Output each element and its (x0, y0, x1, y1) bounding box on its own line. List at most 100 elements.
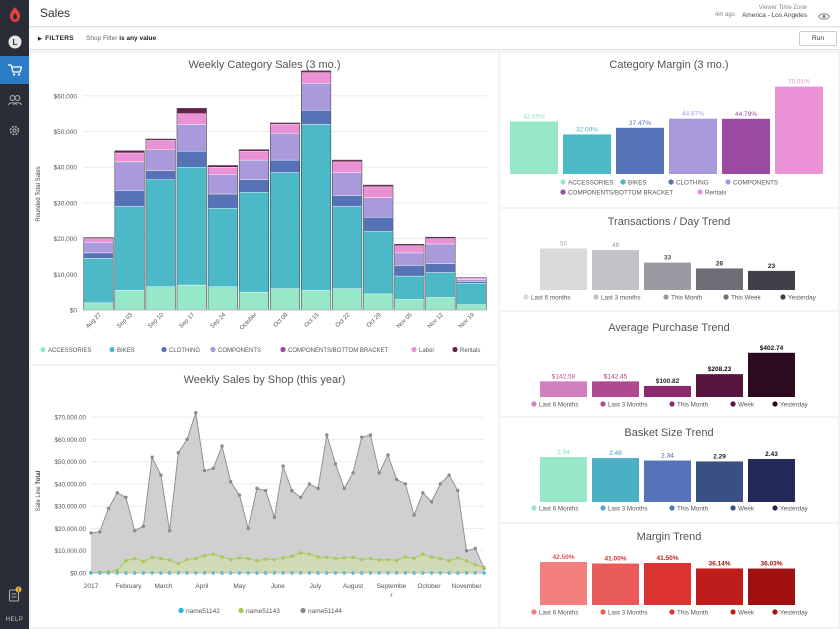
legend-swatch (523, 294, 529, 300)
customers-icon[interactable] (0, 86, 29, 114)
bar-segment (456, 283, 487, 305)
data-point (150, 455, 154, 459)
bar (696, 461, 743, 502)
data-point (202, 468, 207, 473)
x-tick-label: 2017 (84, 583, 99, 590)
legend-label: ACCESSORIES (48, 348, 91, 354)
logo-icon[interactable] (0, 0, 29, 28)
data-point (115, 568, 119, 573)
legend-swatch (178, 607, 184, 614)
cart-icon[interactable] (0, 56, 29, 84)
data-label: 50 (560, 240, 568, 247)
bar-segment (332, 288, 363, 311)
x-tick-label: Sep 10 (147, 312, 165, 330)
data-point (421, 552, 425, 556)
margin-trend-title: Margin Trend (636, 531, 702, 543)
data-point (429, 500, 434, 504)
data-point (464, 549, 469, 553)
weekly-category-title: Weekly Category Sales (3 mo.) (188, 59, 341, 71)
data-point (211, 466, 215, 471)
data-label: 2.43 (765, 451, 778, 458)
user-avatar-icon[interactable]: L (0, 28, 29, 56)
run-button[interactable]: Run (799, 31, 837, 46)
data-point (351, 555, 355, 560)
transactions-title: Transactions / Day Trend (607, 216, 731, 228)
filter-description[interactable]: Shop Filter is any value (86, 35, 156, 42)
data-label: 36.03% (760, 561, 782, 568)
data-label: 23 (768, 263, 776, 270)
series-area (91, 553, 484, 573)
gear-icon[interactable] (0, 116, 29, 144)
timezone-label: Viewer Time Zone (758, 5, 807, 11)
data-point (132, 528, 137, 533)
data-point (368, 433, 373, 437)
x-tick-label: Sep 17 (178, 312, 196, 330)
x-tick-label: October (417, 583, 441, 590)
data-label: 33 (664, 255, 672, 262)
bar-segment (145, 149, 176, 171)
y-tick-label: $60,000 (54, 93, 78, 100)
filters-toggle[interactable]: ▶ FILTERS (38, 35, 74, 42)
legend-swatch (109, 346, 115, 353)
legend-label: Last 6 Months (539, 401, 579, 408)
data-label: 41.00% (604, 556, 626, 563)
help-button[interactable]: HELP (5, 617, 24, 623)
data-point (456, 556, 460, 560)
bar-segment (332, 172, 363, 196)
bar-segment (301, 124, 332, 291)
data-label: $142.45 (604, 373, 628, 380)
avg-purchase-chart: $142.58 $142.45 $100.82 $208.23 $402.74 Last … (531, 345, 809, 408)
bar-segment (394, 245, 425, 254)
avg-purchase-panel: Average Purchase Trend $142.58 $142.45 $10… (500, 312, 838, 416)
y-tick-label: $10,000.00 (54, 548, 86, 555)
filter-bar: ▶ FILTERS Shop Filter is any value Run (29, 28, 840, 50)
basket-size-panel: Basket Size Trend 2.54 2.48 2.34 2.29 2.43 La… (500, 418, 838, 522)
data-point (429, 555, 434, 559)
y-tick-label: $50,000.00 (54, 459, 86, 466)
data-point (176, 451, 181, 455)
x-tick-label: May (233, 583, 246, 590)
legend-label: Rentals (460, 348, 480, 354)
data-point (255, 486, 259, 491)
bar-segment (238, 150, 269, 161)
data-label: 42.50% (552, 554, 574, 561)
data-label: 2.34 (661, 453, 674, 460)
data-point (229, 480, 233, 484)
data-point (185, 557, 189, 562)
bar-segment (145, 170, 176, 180)
bar (722, 118, 770, 174)
bar (563, 134, 611, 174)
svg-text:L: L (12, 38, 17, 47)
data-point (237, 556, 242, 560)
legend-label: Week (738, 609, 755, 616)
data-point (246, 526, 250, 531)
x-tick-label: Nov 12 (427, 312, 445, 330)
legend-label: name51142 (186, 608, 220, 615)
bar-segment (363, 293, 394, 311)
y-axis-label-prefix: Sale Line (36, 485, 42, 512)
data-point (403, 555, 408, 559)
bar (644, 563, 691, 605)
data-point (150, 555, 154, 560)
data-point (325, 433, 329, 437)
series-area (91, 412, 484, 573)
data-label: 44.79% (735, 111, 757, 118)
legend-swatch (730, 505, 736, 511)
data-label: 36.14% (708, 560, 730, 567)
bar-segment (456, 281, 487, 284)
bar (669, 118, 717, 174)
filters-label: FILTERS (45, 35, 74, 42)
x-tick-label: Oct 29 (366, 312, 383, 329)
y-axis-label-bold: Total (36, 470, 42, 484)
bar-segment (207, 167, 238, 175)
eye-icon[interactable] (817, 8, 831, 26)
bar-segment (270, 124, 300, 134)
notifications-icon[interactable]: 1 (0, 580, 29, 608)
bar-segment (301, 72, 332, 84)
bar-segment (176, 284, 207, 311)
legend-swatch (300, 607, 306, 614)
data-point (98, 530, 102, 534)
data-label: 48 (612, 242, 620, 249)
x-tick-label: April (195, 583, 209, 590)
timezone-info: Viewer Time Zone America - Los Angeles (742, 4, 807, 20)
